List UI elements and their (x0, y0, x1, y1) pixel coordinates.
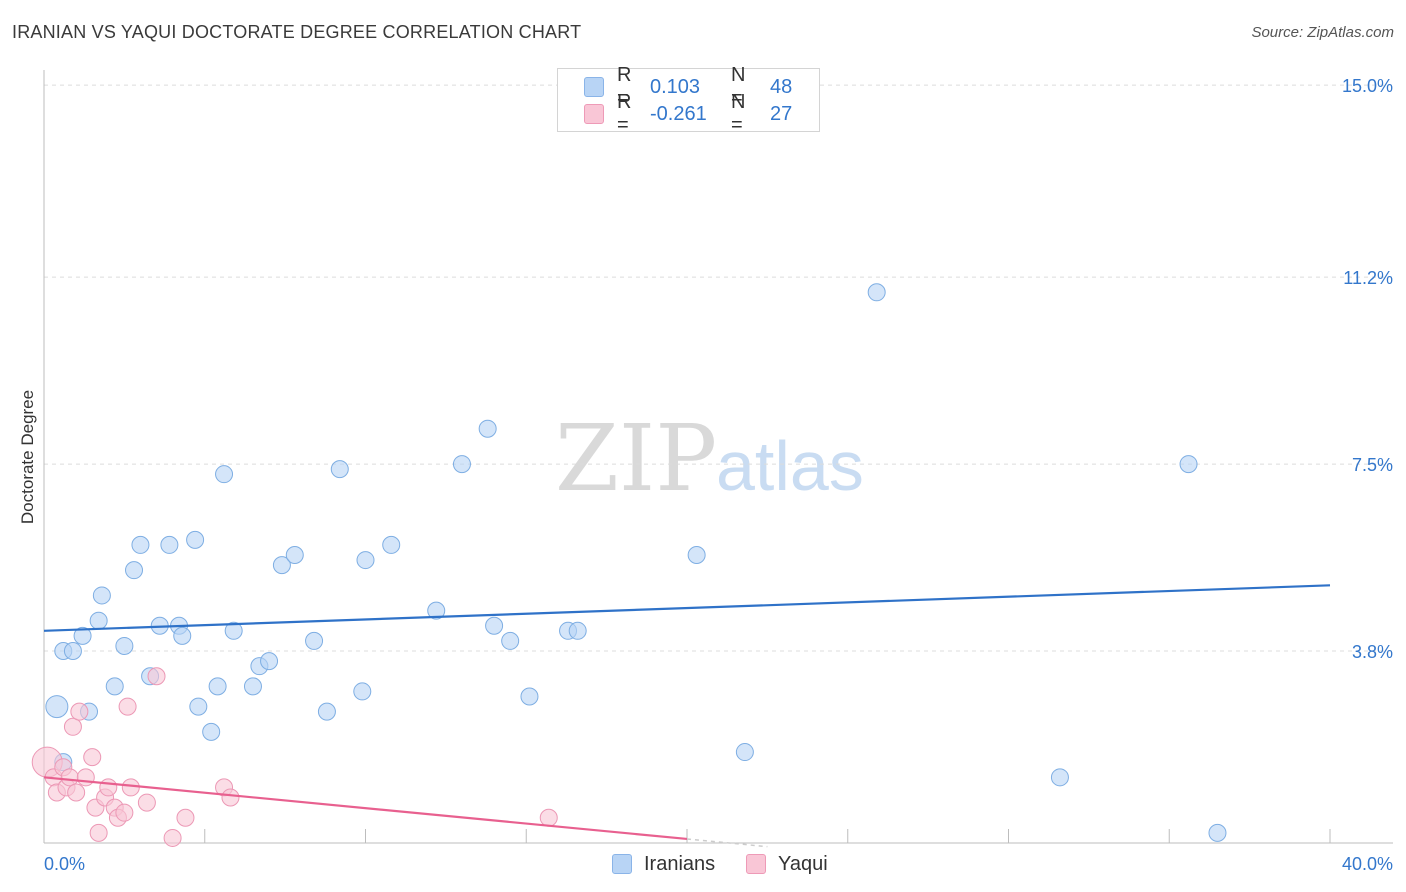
legend-n-label: N = (731, 64, 746, 109)
point-iranians (125, 561, 144, 580)
point-iranians (260, 652, 279, 671)
point-iranians (317, 702, 336, 721)
y-tick-label: 7.5% (1352, 455, 1393, 475)
point-iranians (115, 636, 134, 655)
point-iranians (243, 677, 262, 696)
legend-swatch-yaqui (584, 104, 604, 124)
bottom-legend-yaqui: Yaqui (746, 851, 828, 877)
point-iranians (382, 535, 401, 554)
legend-r-value: 0.103 (650, 75, 701, 98)
point-iranians (202, 722, 221, 741)
point-iranians (73, 626, 92, 645)
point-iranians (687, 546, 706, 565)
point-iranians (501, 631, 520, 650)
point-yaqui (137, 793, 156, 812)
point-iranians (189, 697, 208, 716)
point-iranians (427, 601, 446, 620)
y-tick-label: 15.0% (1342, 76, 1393, 96)
point-iranians (1179, 455, 1198, 474)
watermark-zip: ZIP (555, 405, 717, 512)
bottom-legend-label-yaqui: Yaqui (778, 852, 828, 875)
point-iranians (224, 621, 243, 640)
point-iranians (215, 465, 234, 484)
point-iranians (208, 677, 227, 696)
point-iranians (173, 626, 192, 645)
legend-n-label: N = (731, 91, 746, 136)
point-yaqui (118, 697, 137, 716)
point-yaqui (63, 717, 82, 736)
point-yaqui (115, 803, 134, 822)
point-yaqui (121, 778, 140, 797)
trendline-extension-yaqui (686, 838, 768, 848)
point-yaqui (89, 823, 108, 842)
point-iranians (131, 535, 150, 554)
point-yaqui (70, 702, 89, 721)
point-yaqui (99, 778, 118, 797)
point-iranians (63, 642, 82, 661)
point-iranians (452, 455, 471, 474)
bottom-legend-swatch-iranians (612, 854, 632, 874)
point-yaqui (221, 788, 240, 807)
point-yaqui (83, 748, 102, 767)
point-iranians (520, 687, 539, 706)
bottom-legend-iranians: Iranians (612, 851, 715, 877)
point-iranians (1050, 768, 1069, 787)
point-yaqui (176, 808, 195, 827)
point-iranians (478, 419, 497, 438)
y-tick-label: 11.2% (1343, 268, 1393, 288)
legend-n-value: 27 (770, 102, 793, 125)
point-yaqui (163, 828, 182, 847)
trendline-yaqui (43, 776, 688, 841)
point-iranians (353, 682, 372, 701)
point-iranians (356, 551, 375, 570)
y-tick-label: 3.8% (1352, 642, 1393, 662)
point-iranians (305, 631, 324, 650)
chart-title: IRANIAN VS YAQUI DOCTORATE DEGREE CORREL… (12, 22, 582, 42)
point-iranians (285, 546, 304, 565)
point-iranians (1208, 823, 1227, 842)
point-iranians (330, 460, 349, 479)
legend-r-label: R = (617, 64, 632, 109)
x-tick-label: 40.0% (1342, 854, 1393, 874)
point-iranians (735, 743, 754, 762)
legend-n-value: 48 (770, 75, 793, 98)
point-iranians (867, 283, 886, 302)
point-yaqui (60, 768, 79, 787)
bottom-legend-swatch-yaqui (746, 854, 766, 874)
point-yaqui (76, 768, 95, 787)
point-yaqui (539, 808, 558, 827)
bottom-legend-label-iranians: Iranians (644, 852, 716, 875)
point-iranians (45, 695, 69, 719)
point-iranians (160, 535, 179, 554)
source-credit: Source: ZipAtlas.com (1251, 24, 1394, 41)
point-yaqui (67, 783, 86, 802)
point-iranians (568, 621, 587, 640)
point-iranians (485, 616, 504, 635)
point-iranians (105, 677, 124, 696)
legend-swatch-iranians (584, 77, 604, 97)
point-iranians (186, 530, 205, 549)
legend-r-label: R = (617, 91, 632, 136)
point-iranians (89, 611, 108, 630)
x-tick-label: 0.0% (44, 854, 85, 874)
point-iranians (92, 586, 111, 605)
legend-r-value: -0.261 (650, 102, 707, 125)
trendline-iranians (43, 584, 1331, 632)
y-axis-label: Doctorate Degree (18, 390, 37, 524)
correlation-legend: R = 0.103 N = 48 R = -0.261 N = 27 (557, 64, 820, 136)
point-yaqui (147, 667, 166, 686)
watermark-atlas: atlas (716, 427, 864, 505)
point-iranians (272, 556, 291, 575)
